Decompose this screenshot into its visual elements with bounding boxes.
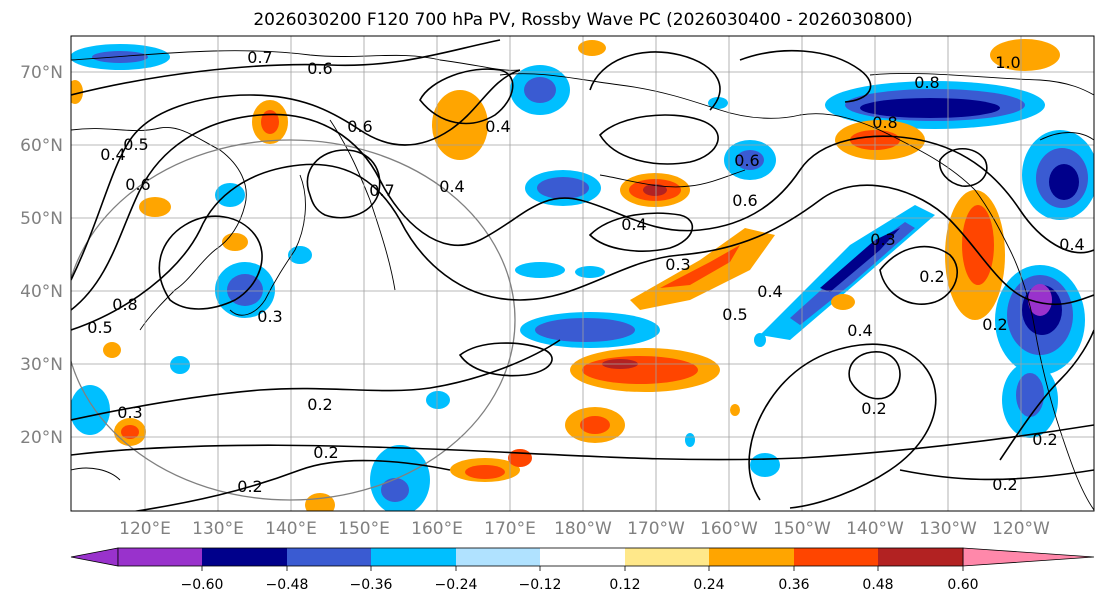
latitude-label: 30°N: [20, 355, 63, 375]
contour-label: 0.6: [307, 59, 332, 78]
colorbar-tick-label: 0.12: [609, 577, 640, 593]
colorbar-segment: [625, 548, 709, 566]
colorbar-tick-label: 0.60: [947, 577, 978, 593]
gridlines: [71, 36, 1094, 511]
map-title: 2026030200 F120 700 hPa PV, Rossby Wave …: [253, 10, 912, 30]
colorbar-tick-label: −0.24: [435, 577, 478, 593]
longitude-label: 160°E: [411, 519, 463, 539]
contour-label: 0.4: [439, 177, 464, 196]
longitude-label: 130°W: [919, 519, 977, 539]
longitude-label: 130°E: [192, 519, 244, 539]
colorbar-tick-label: −0.60: [181, 577, 224, 593]
contour-label: 0.6: [734, 151, 759, 170]
map-frame: [70, 35, 1095, 512]
longitude-label: 140°E: [265, 519, 317, 539]
colorbar-tick-label: −0.12: [519, 577, 562, 593]
contour-label: 0.6: [125, 175, 150, 194]
colorbar-segment: [371, 548, 456, 566]
colorbar-arrow-right: [962, 547, 1095, 567]
contour-label: 0.2: [982, 315, 1007, 334]
latitude-label: 40°N: [20, 282, 63, 302]
longitude-label: 120°W: [992, 519, 1050, 539]
colorbar-frame: [117, 547, 964, 567]
contour-label: 0.5: [123, 135, 148, 154]
contour-label: 0.2: [307, 395, 332, 414]
contour-labels: 0.7 0.6 0.6 0.4 0.5 0.6 0.7 0.4 0.4 0.3 …: [87, 48, 1084, 496]
colorbar-segment: [878, 548, 963, 566]
colorbar-tick-marks: [201, 566, 964, 571]
latitude-label: 20°N: [20, 428, 63, 448]
map-area: 0.7 0.6 0.6 0.4 0.5 0.6 0.7 0.4 0.4 0.3 …: [70, 35, 1095, 512]
negative-anomaly-shading: [71, 44, 1094, 511]
longitude-label: 150°E: [338, 519, 390, 539]
latitude-axis: 70°N 60°N 50°N 40°N 30°N 20°N: [20, 63, 63, 448]
latitude-label: 50°N: [20, 209, 63, 229]
pv-contours: [71, 39, 1094, 511]
contour-label: 0.5: [722, 305, 747, 324]
longitude-label: 180°W: [554, 519, 612, 539]
colorbar-segment: [118, 548, 202, 566]
colorbar-segment: [709, 548, 794, 566]
contour-label: 0.2: [919, 267, 944, 286]
latitude-label: 70°N: [20, 63, 63, 83]
colorbar-tick-label: 0.48: [862, 577, 893, 593]
longitude-axis: 120°E 130°E 140°E 150°E 160°E 170°E 180°…: [119, 519, 1050, 539]
contour-label: 0.2: [992, 475, 1017, 494]
colorbar-segment: [202, 548, 287, 566]
contour-label: 0.3: [870, 230, 895, 249]
contour-label: 0.4: [100, 145, 125, 164]
colorbar-segment: [287, 548, 371, 566]
contour-label: 0.4: [757, 282, 782, 301]
contour-label: 0.2: [237, 477, 262, 496]
latitude-label: 60°N: [20, 136, 63, 156]
colorbar-arrow-left: [70, 547, 119, 567]
contour-label: 0.7: [247, 48, 272, 67]
longitude-label: 170°E: [484, 519, 536, 539]
contour-label: 1.0: [995, 53, 1020, 72]
contour-label: 0.2: [1032, 430, 1057, 449]
longitude-label: 120°E: [119, 519, 171, 539]
longitude-label: 150°W: [773, 519, 831, 539]
contour-label: 0.2: [861, 399, 886, 418]
contour-label: 0.2: [313, 443, 338, 462]
contour-label: 0.4: [1059, 235, 1084, 254]
colorbar-tick-label: −0.36: [350, 577, 393, 593]
contour-label: 0.4: [485, 117, 510, 136]
contour-label: 0.3: [117, 403, 142, 422]
positive-anomaly-shading: [71, 39, 1060, 511]
contour-label: 0.6: [347, 117, 372, 136]
contour-label: 0.6: [732, 191, 757, 210]
contour-label: 0.8: [872, 113, 897, 132]
longitude-label: 140°W: [846, 519, 904, 539]
colorbar-tick-label: −0.48: [266, 577, 309, 593]
contour-label: 0.8: [112, 295, 137, 314]
coastlines: [71, 50, 1094, 511]
longitude-label: 170°W: [627, 519, 685, 539]
contour-label: 0.3: [257, 307, 282, 326]
contour-label: 0.7: [369, 181, 394, 200]
colorbar-segment: [540, 548, 625, 566]
colorbar-segment: [794, 548, 878, 566]
colorbar-tick-label: 0.36: [778, 577, 809, 593]
contour-label: 0.8: [914, 73, 939, 92]
longitude-label: 160°W: [700, 519, 758, 539]
colorbar-segment: [456, 548, 540, 566]
range-circle: [71, 139, 516, 501]
colorbar: −0.60 −0.48 −0.36 −0.24 −0.12 0.12 0.24 …: [70, 547, 1095, 593]
contour-label: 0.3: [665, 255, 690, 274]
contour-label: 0.5: [87, 318, 112, 337]
contour-label: 0.4: [847, 321, 872, 340]
contour-label: 0.4: [621, 215, 646, 234]
colorbar-tick-label: 0.24: [693, 577, 724, 593]
